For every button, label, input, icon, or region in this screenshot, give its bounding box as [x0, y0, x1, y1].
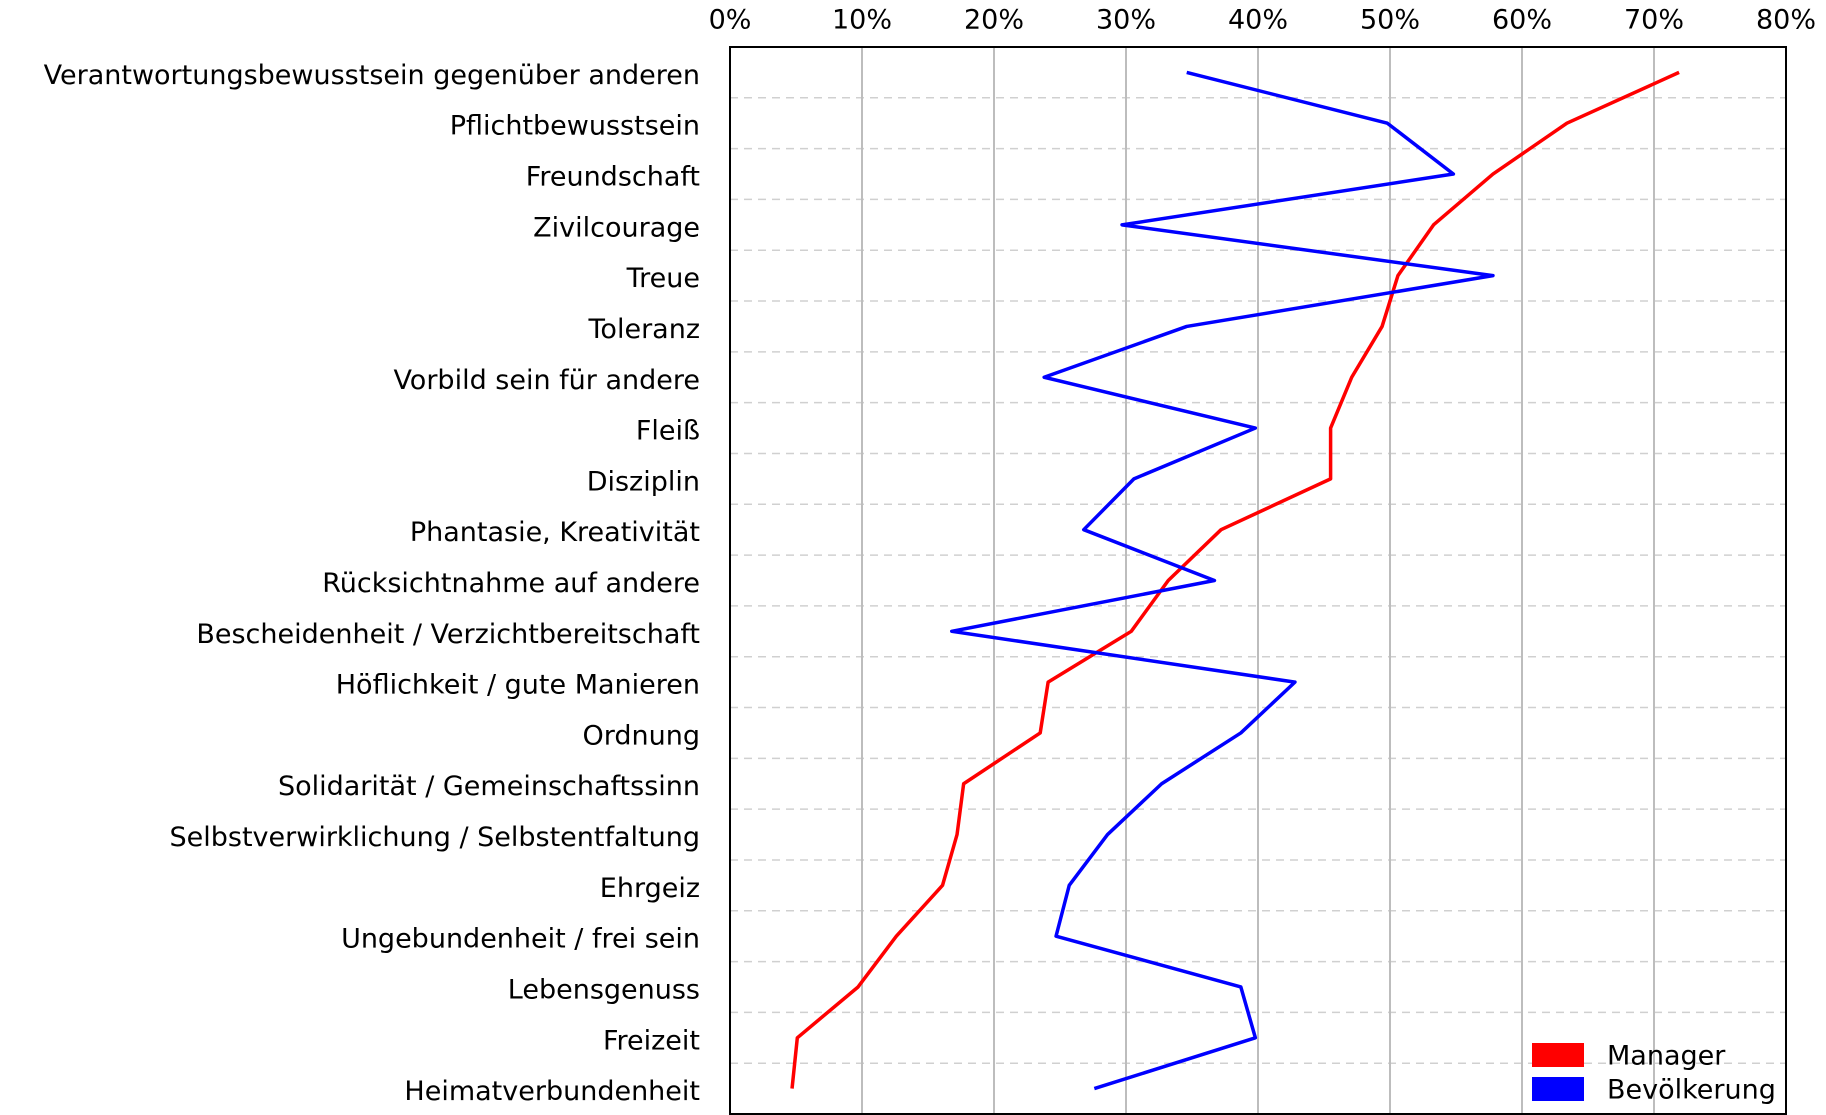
x-tick-label: 20%: [964, 5, 1024, 36]
x-tick-label: 80%: [1756, 5, 1816, 36]
y-tick-label: Freundschaft: [526, 162, 700, 193]
y-tick-label: Ungebundenheit / frei sein: [341, 924, 700, 955]
y-tick-label: Höflichkeit / gute Manieren: [336, 670, 700, 701]
x-tick-label: 10%: [832, 5, 892, 36]
y-tick-label: Heimatverbundenheit: [404, 1076, 700, 1107]
legend-swatch: [1532, 1043, 1584, 1067]
y-tick-label: Fleiß: [636, 416, 700, 447]
x-tick-label: 50%: [1360, 5, 1420, 36]
y-tick-label: Phantasie, Kreativität: [410, 517, 700, 548]
legend-swatch: [1532, 1077, 1584, 1101]
x-tick-label: 60%: [1492, 5, 1552, 36]
y-tick-label: Verantwortungsbewusstsein gegenüber ande…: [44, 60, 700, 91]
x-tick-label: 70%: [1624, 5, 1684, 36]
y-tick-label: Pflichtbewusstsein: [450, 111, 700, 142]
x-tick-label: 0%: [709, 5, 752, 36]
series-line: [950, 70, 1495, 1091]
y-tick-label: Treue: [626, 263, 700, 294]
y-tick-label: Selbstverwirklichung / Selbstentfaltung: [170, 822, 701, 853]
x-tick-label: 30%: [1096, 5, 1156, 36]
plot-frame: [729, 46, 1787, 1115]
series-line: [790, 70, 1680, 1089]
y-tick-label: Ehrgeiz: [600, 873, 700, 904]
y-tick-label: Freizeit: [603, 1025, 700, 1056]
y-tick-label: Vorbild sein für andere: [393, 365, 700, 396]
y-tick-label: Bescheidenheit / Verzichtbereitschaft: [196, 619, 700, 650]
y-tick-label: Ordnung: [583, 720, 701, 751]
y-tick-label: Disziplin: [587, 466, 700, 497]
legend-label: Manager: [1607, 1041, 1726, 1072]
y-tick-label: Lebensgenuss: [508, 974, 700, 1005]
x-tick-label: 40%: [1228, 5, 1288, 36]
y-tick-label: Solidarität / Gemeinschaftssinn: [278, 771, 700, 802]
legend-label: Bevölkerung: [1607, 1075, 1776, 1106]
y-tick-label: Toleranz: [588, 314, 700, 345]
y-tick-label: Rücksichtnahme auf andere: [322, 568, 700, 599]
y-tick-label: Zivilcourage: [533, 212, 700, 243]
